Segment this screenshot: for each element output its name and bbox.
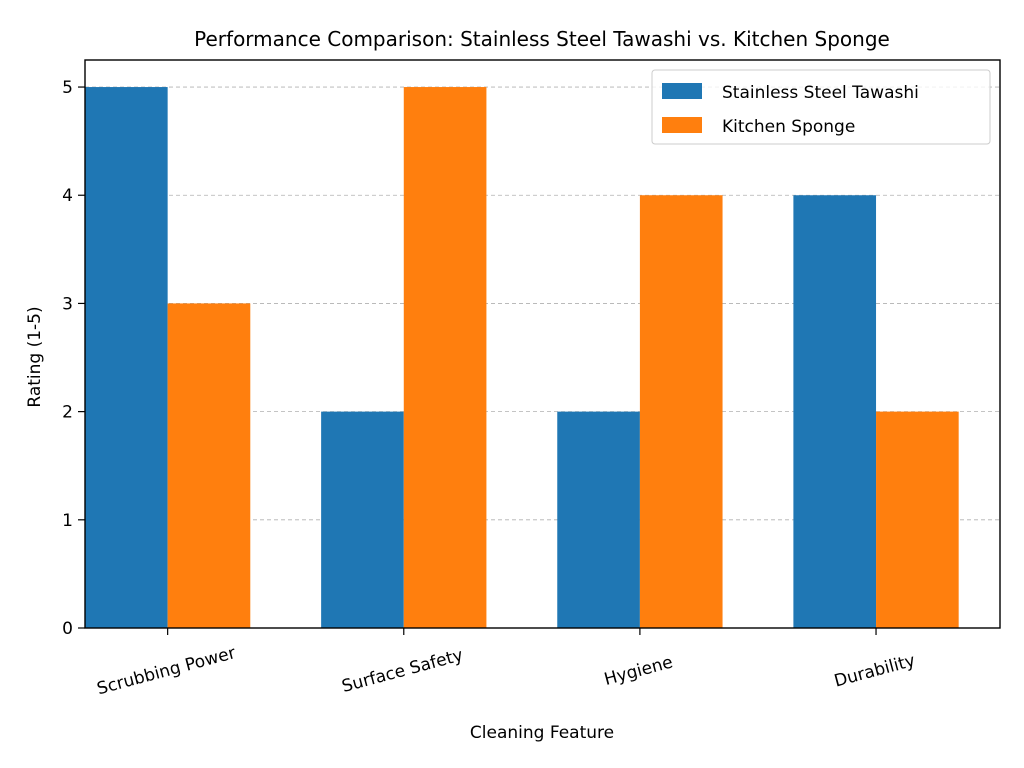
- x-tick-label-3: Durability: [832, 651, 917, 692]
- y-tick-label-3: 3: [62, 294, 73, 314]
- bar-sponge-1: [403, 87, 487, 629]
- bar-tawashi-0: [85, 87, 168, 629]
- plot-frame: [84, 59, 1001, 629]
- x-axis-label: Cleaning Feature: [470, 723, 614, 743]
- legend-swatch-1: [662, 117, 702, 133]
- y-axis-ticks: 0 1 2 3 4 5: [62, 78, 85, 639]
- legend-box: [651, 69, 991, 145]
- gridlines: [85, 86, 1000, 521]
- y-tick-label-1: 1: [62, 511, 73, 531]
- legend-swatch-0: [662, 83, 702, 99]
- x-axis-ticks: Scrubbing Power Surface Safety Hygiene Dura…: [95, 628, 917, 699]
- bars: [85, 87, 959, 629]
- legend: Stainless Steel Tawashi Kitchen Sponge: [651, 69, 991, 145]
- bar-sponge-3: [876, 411, 959, 628]
- chart-title: Performance Comparison: Stainless Steel …: [194, 27, 890, 51]
- legend-label-0: Stainless Steel Tawashi: [722, 83, 919, 103]
- y-tick-label-4: 4: [62, 186, 73, 206]
- x-tick-label-2: Hygiene: [602, 652, 675, 689]
- x-tick-label-1: Surface Safety: [340, 645, 465, 697]
- y-tick-label-0: 0: [62, 619, 73, 639]
- bar-tawashi-3: [793, 195, 877, 628]
- y-tick-label-5: 5: [62, 78, 73, 98]
- x-tick-label-0: Scrubbing Power: [95, 643, 238, 699]
- bar-tawashi-1: [321, 411, 404, 628]
- bar-sponge-2: [639, 195, 723, 628]
- bar-tawashi-2: [557, 411, 640, 628]
- y-tick-label-2: 2: [62, 403, 73, 423]
- legend-label-1: Kitchen Sponge: [722, 117, 855, 137]
- y-axis-label: Rating (1-5): [25, 306, 45, 407]
- bar-sponge-0: [167, 303, 251, 628]
